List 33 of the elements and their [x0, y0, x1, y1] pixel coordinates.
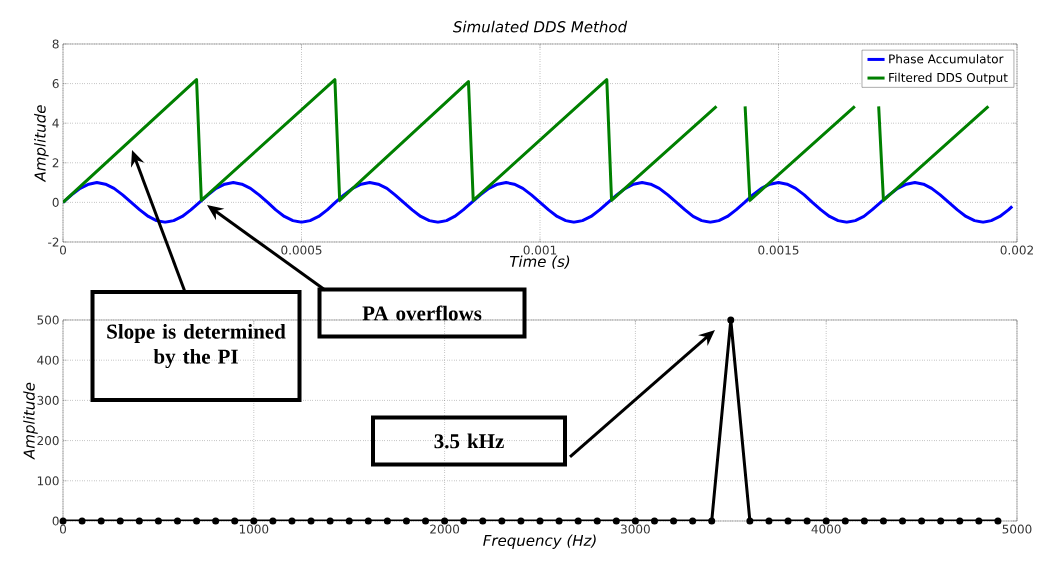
- y-tick-label: -2: [48, 237, 59, 247]
- y-tick-label: 2: [52, 158, 59, 168]
- x-tick-label: 2000: [430, 524, 460, 534]
- y-tick-label: 500: [37, 315, 59, 325]
- y-tick-label: 6: [52, 79, 59, 89]
- x-tick-label: 5000: [1002, 524, 1032, 534]
- x-tick-label: 1000: [239, 524, 269, 534]
- y-tick-label: 4: [52, 118, 59, 128]
- chart-title: Simulated DDS Method: [452, 20, 628, 33]
- x-axis-title: Time (s): [509, 255, 570, 269]
- x-tick-label: 0.001: [523, 245, 557, 255]
- y-tick-label: 300: [37, 395, 59, 405]
- legend-label: Phase Accumulator: [889, 54, 1004, 64]
- x-axis-title: Frequency (Hz): [483, 534, 596, 549]
- x-tick-label: 4000: [811, 524, 841, 534]
- y-tick-label: 0: [52, 516, 59, 526]
- x-tick-label: 0.002: [1000, 245, 1033, 255]
- x-tick-label: 0.0005: [281, 245, 322, 255]
- annotation: PA overflows: [362, 305, 482, 321]
- x-tick-label: 0: [59, 245, 67, 255]
- x-tick-label: 0: [59, 524, 67, 534]
- x-tick-label: 3000: [621, 524, 650, 534]
- y-axis-title: Amplitude: [34, 105, 49, 183]
- y-axis-title: Amplitude: [23, 382, 38, 460]
- y-tick-label: 100: [37, 476, 59, 486]
- x-tick-label: 0.0015: [758, 245, 799, 255]
- y-tick-label: 200: [37, 436, 59, 446]
- y-tick-label: 0: [52, 197, 59, 207]
- annotation: Slope is determined by the PI: [107, 323, 286, 369]
- annotation: 3.5 kHz: [434, 433, 504, 449]
- y-tick-label: 8: [52, 39, 59, 49]
- y-tick-label: 400: [37, 355, 59, 365]
- legend-label: Filtered DDS Output: [889, 72, 1008, 85]
